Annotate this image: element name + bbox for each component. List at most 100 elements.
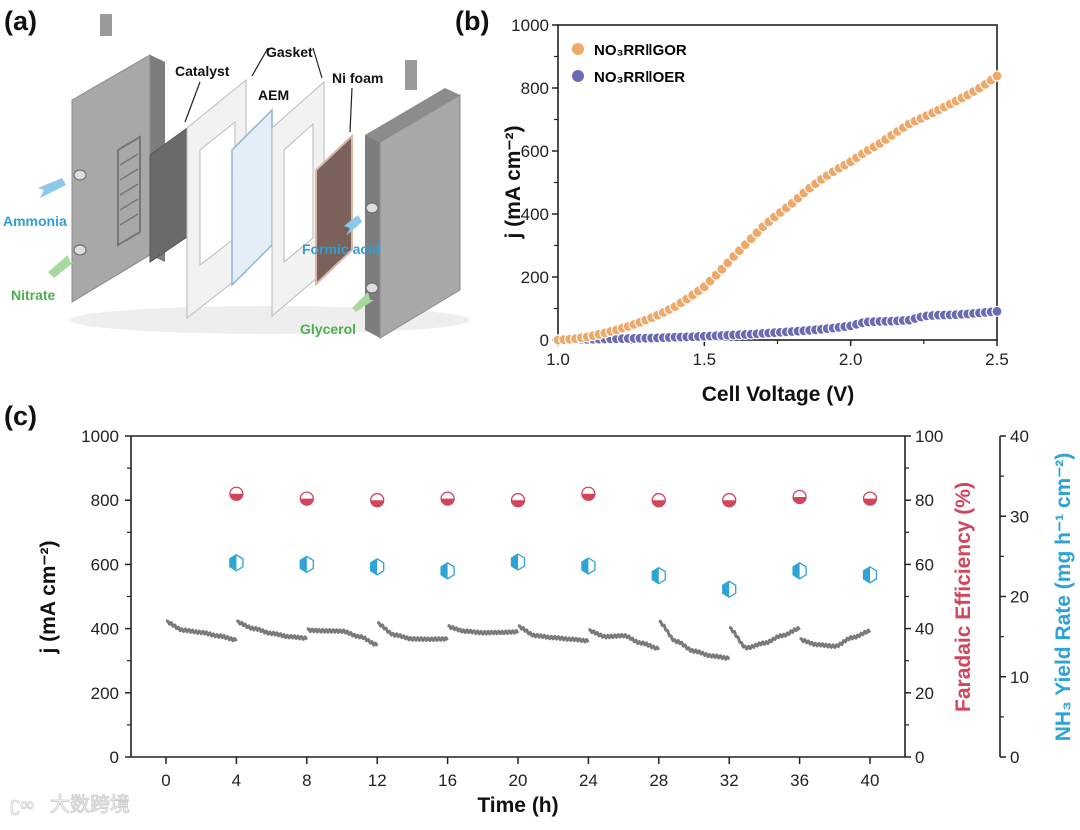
fe-marker-fill [441, 498, 455, 506]
yield-marker [510, 553, 526, 571]
y-axis-label: j (mA cm⁻²) [502, 126, 525, 240]
yield-tick-label: 40 [1010, 427, 1029, 446]
fe-tick-label: 80 [915, 491, 934, 510]
axis-ticks: 1.0 1.5 2.0 2.5 0 200 400 600 800 1000 [511, 16, 1009, 369]
data-point [991, 305, 1003, 317]
label-catalyst: Catalyst [175, 63, 230, 79]
fe-marker-fill [229, 493, 243, 501]
electrolyzer-diagram: Catalyst Gasket AEM Ni foam Ammonia Nitr… [3, 14, 470, 339]
x-tick-label: 2.5 [985, 350, 1009, 369]
yield-marker-fill [300, 556, 307, 573]
yield-tick-label: 30 [1010, 507, 1029, 526]
fe-marker [299, 491, 314, 506]
fe-marker-fill [722, 500, 736, 507]
current-trace-segment [306, 627, 379, 647]
y-tick-label: 800 [521, 79, 549, 98]
y-tick-label: 200 [91, 684, 119, 703]
y-tick-label: 0 [110, 748, 119, 767]
panel-label-c: (c) [4, 401, 37, 431]
fe-marker [370, 493, 385, 508]
polarization-chart: 1.0 1.5 2.0 2.5 0 200 400 600 800 1000 NO₃RR‖GOR … [502, 16, 1009, 406]
fe-marker-fill [793, 496, 807, 504]
yield-marker [862, 566, 878, 584]
fe-marker [581, 486, 596, 501]
y-tick-label: 1000 [511, 16, 549, 35]
legend-marker-gor [572, 43, 584, 55]
yield-marker [651, 566, 666, 585]
fe-marker [862, 491, 878, 506]
x-tick-label: 8 [302, 771, 311, 790]
right-end-plate [365, 60, 461, 339]
yield-marker-fill [722, 581, 730, 598]
yield-marker [440, 562, 455, 580]
y-tick-label: 600 [521, 142, 549, 161]
y-tick-label: 600 [91, 555, 119, 574]
current-trace-segment [447, 624, 520, 636]
x-axis-label: Time (h) [477, 794, 558, 817]
yield-marker-fill [863, 566, 870, 583]
y-tick-label: 1000 [81, 427, 119, 446]
x-tick-label: 28 [649, 771, 668, 790]
watermark-text: 大数跨境 [50, 793, 130, 816]
axis-ticks: 0 4 8 12 16 20 24 28 32 36 40020040060080010000204… [81, 427, 1029, 790]
x-tick-label: 1.5 [693, 350, 717, 369]
fe-marker [722, 493, 737, 508]
x-tick-label: 36 [790, 771, 809, 790]
x-tick-label: 4 [232, 771, 241, 790]
panel-label-b: (b) [455, 6, 489, 36]
yield-marker [722, 580, 737, 599]
current-trace-segment [658, 619, 731, 661]
series-markers [552, 70, 1003, 346]
y-tick-label: 400 [521, 205, 549, 224]
label-nitrate: Nitrate [11, 287, 56, 303]
leader-lines [184, 47, 353, 133]
yield-marker-fill [441, 562, 448, 579]
current-trace-segment [517, 624, 590, 644]
yield-marker-fill [370, 558, 378, 575]
y-tick-label: 400 [91, 620, 119, 639]
fe-yield-markers [229, 486, 878, 599]
fe-marker-fill [652, 500, 666, 507]
stability-chart: 0 4 8 12 16 20 24 28 32 36 40020040060080010000204… [37, 427, 1075, 817]
y-axis-label: j (mA cm⁻²) [37, 541, 60, 655]
y-tick-label: 0 [540, 331, 549, 350]
label-ammonia: Ammonia [3, 213, 67, 229]
fe-marker-fill [300, 498, 314, 506]
fe-axis-label: Faradaic Efficiency (%) [952, 482, 975, 712]
yield-marker [299, 555, 314, 574]
fe-marker-fill [370, 500, 384, 507]
x-tick-label: 0 [161, 771, 170, 790]
yield-marker [370, 558, 385, 576]
fe-tick-label: 40 [915, 620, 934, 639]
yield-marker-fill [652, 567, 659, 584]
current-trace-segment [165, 619, 238, 643]
label-glycerol: Glycerol [300, 321, 356, 337]
fe-marker [792, 489, 807, 505]
fe-tick-label: 100 [915, 427, 943, 446]
formic-acid-arrow-icon [344, 215, 362, 236]
fe-tick-label: 60 [915, 555, 934, 574]
fe-marker [440, 491, 455, 506]
fe-marker [229, 486, 244, 501]
legend-label-gor: NO₃RR‖GOR [594, 42, 687, 59]
yield-tick-label: 20 [1010, 588, 1029, 607]
watermark: ʗ∞ 大数跨境 [10, 793, 131, 817]
fe-marker-fill [511, 500, 525, 507]
label-ni-foam: Ni foam [332, 70, 383, 86]
current-traces [165, 619, 872, 661]
current-trace-segment [236, 619, 309, 641]
legend-label-oer: NO₃RR‖OER [594, 69, 685, 86]
label-gasket: Gasket [266, 44, 313, 60]
flow-arrows [38, 178, 374, 312]
fe-marker-fill [863, 498, 877, 506]
x-tick-label: 2.0 [839, 350, 863, 369]
current-trace-segment [799, 628, 872, 649]
yield-marker-fill [511, 553, 518, 570]
y-tick-label: 200 [521, 268, 549, 287]
fe-tick-label: 20 [915, 684, 934, 703]
panel-label-a: (a) [4, 6, 37, 36]
x-tick-label: 32 [720, 771, 739, 790]
current-trace-segment [728, 625, 801, 651]
yield-marker-fill [229, 554, 237, 571]
